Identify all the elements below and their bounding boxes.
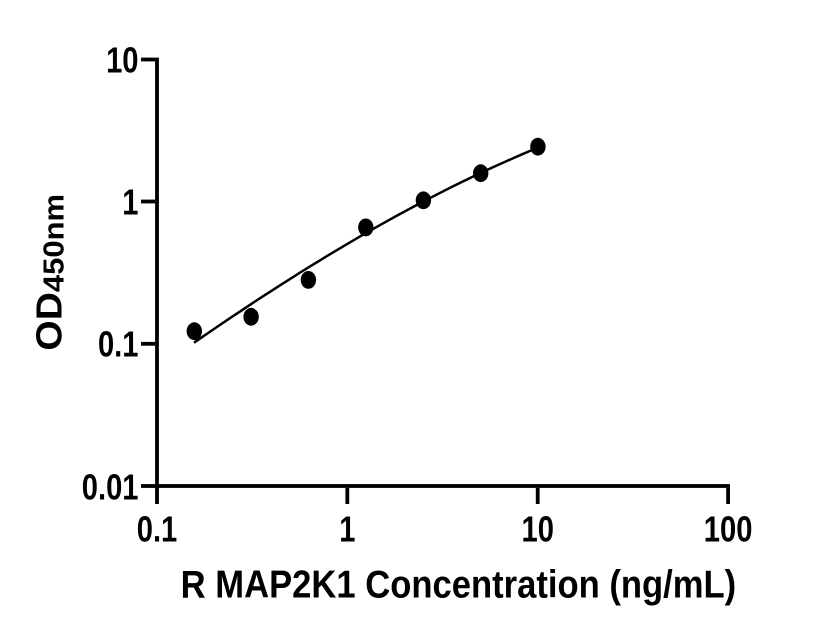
svg-text:0.01: 0.01 bbox=[82, 466, 139, 507]
svg-text:1: 1 bbox=[339, 509, 355, 550]
svg-text:10: 10 bbox=[106, 39, 138, 80]
svg-text:1: 1 bbox=[122, 181, 138, 222]
svg-text:0.1: 0.1 bbox=[98, 324, 139, 365]
svg-text:100: 100 bbox=[704, 509, 753, 550]
svg-text:R MAP2K1 Concentration (ng/mL): R MAP2K1 Concentration (ng/mL) bbox=[181, 563, 736, 606]
svg-text:0.1: 0.1 bbox=[137, 509, 178, 550]
svg-text:OD450nm: OD450nm bbox=[29, 194, 70, 351]
svg-text:10: 10 bbox=[521, 509, 553, 550]
